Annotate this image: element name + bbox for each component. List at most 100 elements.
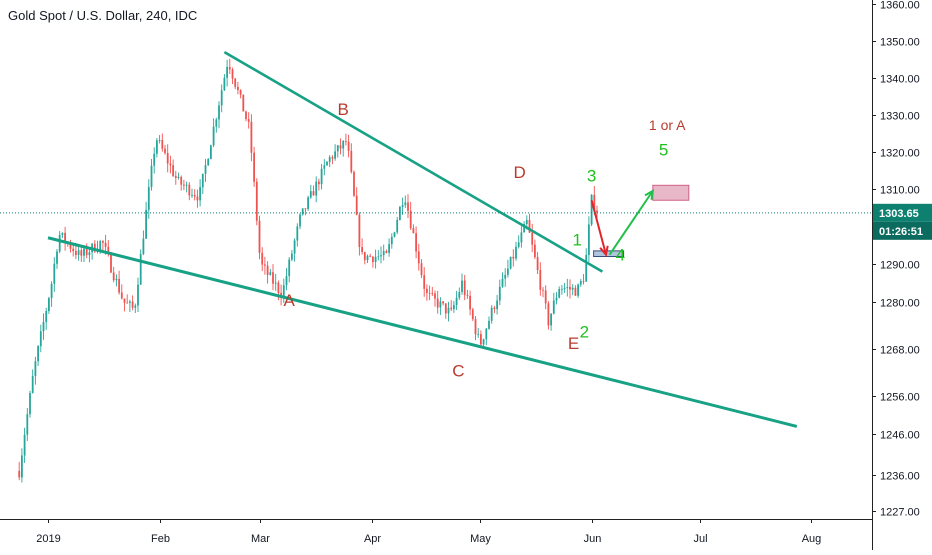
candle-body — [58, 234, 61, 252]
red-arrow[interactable] — [590, 199, 609, 257]
candle-body — [482, 339, 485, 345]
candle-body — [442, 301, 444, 304]
candle-body — [21, 455, 23, 478]
candle-body — [428, 292, 431, 294]
wave-label-w1[interactable]: 1 — [572, 230, 581, 249]
upper-trendline[interactable] — [223, 50, 604, 273]
candle-body — [88, 252, 91, 256]
wave-label-d[interactable]: D — [513, 163, 525, 182]
price-tick-label: 1360.00 — [880, 0, 920, 12]
candle-body — [466, 295, 469, 296]
candle-body — [444, 303, 447, 314]
wave4-box[interactable] — [593, 250, 625, 257]
wave-label-c[interactable]: C — [452, 361, 464, 380]
candle-body — [312, 191, 315, 196]
candle-body — [223, 77, 226, 91]
candle-body — [550, 313, 552, 326]
candle-body — [129, 301, 131, 303]
target-box[interactable] — [652, 184, 690, 201]
time-tick-label: Feb — [151, 533, 170, 545]
candle-body — [480, 334, 482, 345]
wave-label-w3[interactable]: 3 — [587, 167, 596, 186]
candle-body — [512, 256, 515, 259]
candle-body — [107, 246, 110, 255]
wave-label-e[interactable]: E — [568, 334, 579, 353]
price-tick-label: 1246.00 — [880, 430, 920, 442]
candle-body — [64, 232, 66, 243]
price-tick-label: 1310.00 — [880, 185, 920, 197]
candle-body — [509, 256, 512, 269]
candle-body — [228, 66, 231, 70]
candle-body — [61, 232, 64, 235]
price-tick-label: 1280.00 — [880, 298, 920, 310]
candle-body — [417, 251, 420, 264]
candle-body — [315, 181, 318, 196]
candle-body — [231, 69, 234, 79]
candle-body — [185, 184, 188, 186]
time-tick-label: 2019 — [36, 533, 60, 545]
candle-body — [174, 175, 177, 178]
candle-body — [274, 282, 277, 284]
candle-body — [102, 241, 104, 243]
time-scale[interactable]: 2019 Feb Mar Apr May Jun Jul Aug — [0, 519, 872, 545]
wave-label-a[interactable]: A — [284, 291, 296, 310]
candle-body — [45, 311, 48, 322]
candle-body — [496, 300, 498, 310]
chart-title: Gold Spot / U.S. Dollar, 240, IDC — [8, 8, 198, 23]
candle-body — [153, 153, 156, 166]
annotations[interactable]: A B C D E 1 2 3 4 5 1 or A — [284, 100, 690, 380]
candle-body — [363, 252, 366, 261]
candle-body — [220, 90, 223, 106]
candle-body — [48, 298, 50, 312]
candle-body — [172, 165, 174, 176]
candle-body — [385, 250, 388, 253]
candle-body — [426, 288, 428, 293]
wave-label-w5[interactable]: 5 — [659, 141, 668, 160]
candle-body — [258, 220, 261, 253]
candle-body — [577, 284, 579, 296]
candle-body — [528, 219, 531, 233]
trendlines[interactable] — [47, 50, 798, 428]
candle-body — [42, 321, 45, 332]
candle-body — [183, 184, 185, 186]
lower-trendline[interactable] — [47, 236, 798, 428]
candle-body — [474, 319, 477, 335]
candle-body — [120, 292, 123, 299]
wave-label-target[interactable]: 1 or A — [649, 117, 686, 133]
candle-body — [369, 255, 372, 257]
candle-body — [77, 250, 80, 256]
candle-body — [345, 140, 347, 142]
candle-body — [288, 259, 291, 277]
candle-body — [37, 346, 39, 362]
candle-body — [525, 219, 528, 225]
candle-body — [342, 140, 345, 149]
green-arrow[interactable] — [608, 188, 655, 256]
wave-label-w4[interactable]: 4 — [616, 245, 625, 264]
wave-label-w2[interactable]: 2 — [580, 322, 589, 341]
candle-body — [53, 263, 56, 284]
candle-body — [112, 272, 115, 281]
candle-body — [261, 252, 264, 265]
candle-body — [415, 233, 417, 252]
candle-body — [507, 268, 509, 275]
candle-body — [439, 301, 442, 308]
candles — [18, 58, 598, 483]
candle-body — [323, 165, 326, 169]
candle-body — [83, 248, 85, 256]
time-tick-label: May — [470, 533, 491, 545]
candle-body — [372, 256, 374, 262]
candle-body — [210, 145, 212, 160]
candle-body — [520, 232, 523, 243]
candle-body — [277, 282, 280, 293]
candle-body — [293, 240, 296, 254]
candle-body — [393, 232, 396, 237]
wave-label-b[interactable]: B — [338, 100, 349, 119]
candle-body — [180, 176, 183, 185]
candle-body — [409, 210, 412, 229]
candle-body — [477, 334, 480, 335]
candle-body — [50, 283, 53, 299]
price-tick-label: 1320.00 — [880, 148, 920, 160]
